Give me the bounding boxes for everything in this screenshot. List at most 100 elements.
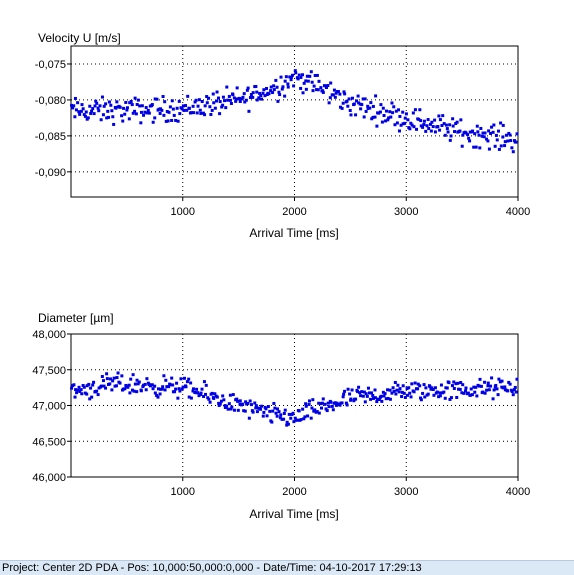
diameter-data-point xyxy=(479,384,483,388)
diameter-data-point xyxy=(473,390,477,394)
velocity-data-point xyxy=(172,113,176,117)
velocity-data-point xyxy=(170,99,174,103)
velocity-data-point xyxy=(424,129,428,133)
diameter-data-point xyxy=(132,389,136,393)
velocity-data-point xyxy=(348,109,352,113)
diameter-data-point xyxy=(345,403,349,407)
diameter-data-point xyxy=(426,392,430,396)
velocity-data-point xyxy=(177,99,181,103)
diameter-data-point xyxy=(169,383,173,387)
diameter-data-point xyxy=(381,390,385,394)
velocity-data-point xyxy=(201,111,205,115)
diameter-data-point xyxy=(259,407,263,411)
velocity-data-point xyxy=(170,118,174,122)
diameter-data-point xyxy=(184,385,188,389)
velocity-data-point xyxy=(509,139,513,143)
velocity-data-point xyxy=(422,119,426,123)
velocity-data-point xyxy=(193,100,197,104)
status-bar-text: Project: Center 2D PDA - Pos: 10,000:50,… xyxy=(2,562,422,574)
velocity-data-point xyxy=(301,73,305,77)
velocity-data-point xyxy=(249,93,253,97)
diameter-data-point xyxy=(349,397,353,401)
velocity-data-point xyxy=(497,147,501,151)
diameter-data-point xyxy=(139,389,143,393)
diameter-data-point xyxy=(416,387,420,391)
velocity-data-point xyxy=(153,116,157,120)
velocity-data-point xyxy=(305,74,309,78)
velocity-data-point xyxy=(200,100,204,104)
diameter-data-point xyxy=(474,385,478,389)
diameter-data-point xyxy=(335,401,339,405)
velocity-data-point xyxy=(312,84,316,88)
velocity-data-point xyxy=(176,119,180,123)
velocity-data-point xyxy=(453,130,457,134)
diameter-data-point xyxy=(419,396,423,400)
velocity-data-point xyxy=(245,88,249,92)
diameter-grid xyxy=(71,334,518,477)
diameter-data-point xyxy=(249,403,253,407)
diameter-data-point xyxy=(394,392,398,396)
velocity-data-point xyxy=(296,77,300,81)
diameter-data-point xyxy=(133,382,137,386)
velocity-data-point xyxy=(221,95,225,99)
velocity-y-tick-label: -0,085 xyxy=(35,131,66,143)
velocity-data-point xyxy=(478,146,482,150)
diameter-data-point xyxy=(99,384,103,388)
diameter-data-point xyxy=(497,377,501,381)
diameter-data-point xyxy=(221,394,225,398)
diameter-chart-title: Diameter [µm] xyxy=(38,311,114,325)
velocity-data-point xyxy=(476,130,480,134)
diameter-data-point xyxy=(483,380,487,384)
diameter-data-point xyxy=(401,384,405,388)
velocity-data-point xyxy=(124,100,128,104)
velocity-data-point xyxy=(406,118,410,122)
velocity-data-point xyxy=(214,99,218,103)
velocity-data-point xyxy=(259,94,263,98)
velocity-x-tick-label: 2000 xyxy=(282,206,306,218)
diameter-data-point xyxy=(334,403,338,407)
diameter-data-point xyxy=(176,396,180,400)
velocity-data-point xyxy=(315,73,319,77)
velocity-data-point xyxy=(395,121,399,125)
diameter-data-point xyxy=(161,385,165,389)
diameter-data-point xyxy=(470,393,474,397)
diameter-data-point xyxy=(200,387,204,391)
velocity-data-point xyxy=(371,115,375,119)
velocity-data-point xyxy=(109,103,113,107)
diameter-data-point xyxy=(423,395,427,399)
diameter-data-point xyxy=(450,384,454,388)
diameter-data-point xyxy=(413,381,417,385)
diameter-data-point xyxy=(115,376,119,380)
velocity-data-point xyxy=(460,144,464,148)
diameter-data-point xyxy=(384,397,388,401)
diameter-data-point xyxy=(388,388,392,392)
velocity-data-point xyxy=(271,91,275,95)
diameter-data-point xyxy=(262,410,266,414)
velocity-data-point xyxy=(197,98,201,102)
velocity-data-point xyxy=(494,133,498,137)
diameter-data-point xyxy=(350,388,354,392)
velocity-data-point xyxy=(246,86,250,90)
velocity-data-point xyxy=(194,98,198,102)
velocity-data-point xyxy=(140,104,144,108)
diameter-data-point xyxy=(156,395,160,399)
velocity-data-point xyxy=(333,95,337,99)
diameter-data-point xyxy=(163,388,167,392)
diameter-data-point xyxy=(400,395,404,399)
diameter-data-point xyxy=(486,381,490,385)
velocity-data-point xyxy=(277,90,281,94)
diameter-data-point xyxy=(135,390,139,394)
velocity-data-point xyxy=(352,102,356,106)
diameter-data-point xyxy=(438,394,442,398)
velocity-data-point xyxy=(81,107,85,111)
diameter-data-point xyxy=(361,394,365,398)
velocity-data-point xyxy=(231,93,235,97)
velocity-data-point xyxy=(133,96,137,100)
diameter-data-point xyxy=(491,397,495,401)
velocity-data-point xyxy=(451,117,455,121)
velocity-data-point xyxy=(162,113,166,117)
diameter-data-point xyxy=(364,392,368,396)
velocity-data-point xyxy=(492,123,496,127)
diameter-y-tick-label: 48,000 xyxy=(32,329,66,341)
diameter-data-point xyxy=(405,387,409,391)
